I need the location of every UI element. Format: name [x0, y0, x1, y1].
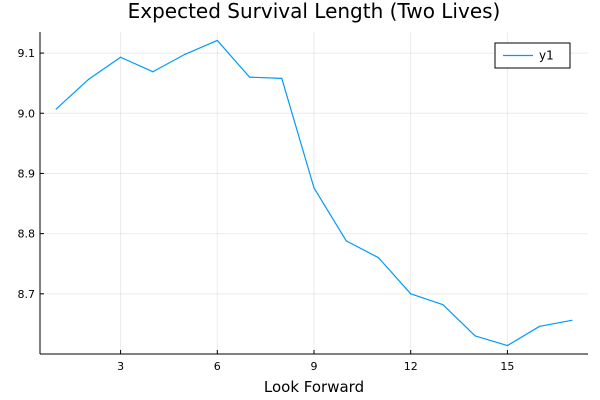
x-tick-label: 15: [500, 360, 514, 373]
y-tick-label: 9.1: [18, 47, 36, 60]
series-lines: [55, 39, 573, 347]
x-axis-label: Look Forward: [264, 378, 364, 396]
data-point: [281, 77, 283, 79]
data-point: [571, 319, 573, 321]
x-tick-label: 9: [311, 360, 318, 373]
data-point: [474, 335, 476, 337]
y-tick-label: 8.8: [18, 228, 36, 241]
y-tick-label: 9.0: [18, 107, 36, 120]
data-point: [539, 325, 541, 327]
data-point: [377, 257, 380, 259]
chart-title: Expected Survival Length (Two Lives): [128, 0, 501, 23]
data-point: [119, 56, 122, 58]
data-point: [248, 76, 251, 78]
data-point: [216, 39, 218, 42]
data-point: [184, 53, 186, 55]
legend: y1: [494, 42, 571, 69]
y-tick-label: 8.7: [18, 288, 36, 301]
axes: [39, 32, 588, 355]
x-tick-label: 3: [117, 360, 124, 373]
data-point: [345, 240, 347, 242]
tick-labels: 3 6 9 12 15 8.7 8.8 8.9 9.0 9.1: [18, 47, 515, 373]
x-tick-label: 6: [214, 360, 221, 373]
grid-lines: [40, 32, 588, 354]
data-point: [442, 304, 444, 306]
data-point: [152, 71, 154, 73]
data-point: [87, 78, 89, 81]
data-point: [410, 293, 412, 295]
y-tick-label: 8.9: [18, 167, 36, 180]
legend-label: y1: [539, 49, 554, 63]
data-point: [506, 344, 509, 347]
data-point: [55, 108, 57, 110]
x-tick-label: 12: [404, 360, 418, 373]
data-point: [313, 187, 315, 189]
